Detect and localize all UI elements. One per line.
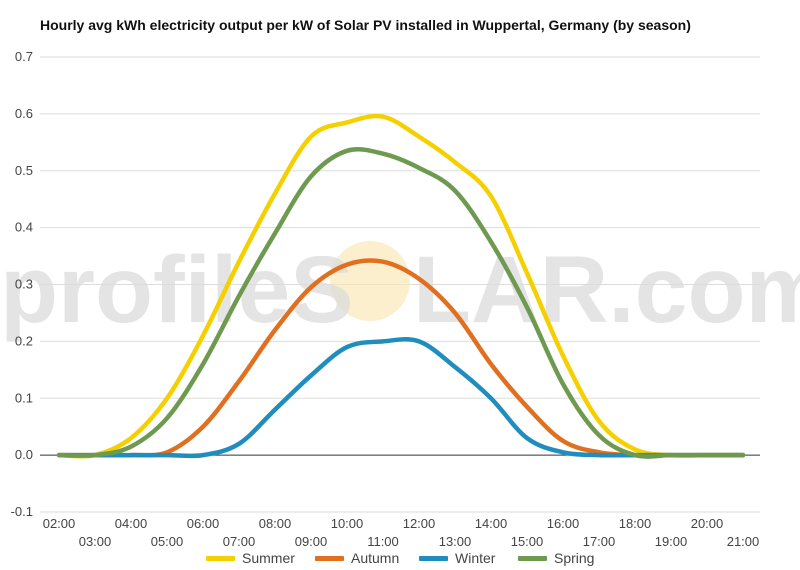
x-tick-label: 20:00 <box>691 516 724 531</box>
watermark-text-right: LAR.com <box>413 237 800 343</box>
x-tick-label: 03:00 <box>79 534 112 549</box>
y-tick-label: 0.7 <box>15 49 33 64</box>
x-tick-label: 02:00 <box>43 516 76 531</box>
legend-swatch-winter <box>419 555 448 561</box>
x-tick-label: 05:00 <box>151 534 184 549</box>
legend-item-winter[interactable]: Winter <box>419 549 495 567</box>
y-tick-label: 0.1 <box>15 390 33 405</box>
x-tick-label: 14:00 <box>475 516 508 531</box>
x-tick-label: 06:00 <box>187 516 220 531</box>
series-line-spring <box>56 147 746 459</box>
x-tick-label: 21:00 <box>727 534 760 549</box>
x-tick-label: 09:00 <box>295 534 328 549</box>
x-tick-label: 04:00 <box>115 516 148 531</box>
x-tick-label: 08:00 <box>259 516 292 531</box>
chart-title: Hourly avg kWh electricity output per kW… <box>40 17 691 33</box>
y-tick-label: 0.3 <box>15 277 33 292</box>
y-tick-label: 0.2 <box>15 333 33 348</box>
y-tick-label: 0.6 <box>15 106 33 121</box>
watermark-sun-icon <box>330 241 410 321</box>
x-tick-label: 13:00 <box>439 534 472 549</box>
legend-label-autumn: Autumn <box>351 550 400 566</box>
y-tick-label: 0.4 <box>15 220 33 235</box>
x-tick-label: 15:00 <box>511 534 544 549</box>
x-tick-label: 07:00 <box>223 534 256 549</box>
watermark: profileS LAR.com <box>0 237 800 343</box>
series-line-winter <box>56 336 746 459</box>
y-tick-label: 0.5 <box>15 163 33 178</box>
legend-label-spring: Spring <box>554 550 595 566</box>
legend-swatch-summer <box>206 555 235 561</box>
x-tick-label: 19:00 <box>655 534 688 549</box>
legend-label-winter: Winter <box>455 550 496 566</box>
x-tick-label: 10:00 <box>331 516 364 531</box>
axis-labels: -0.1 0.0 0.1 0.2 0.3 0.4 0.5 0.6 0.7 02:00 04:00 06… <box>11 49 760 549</box>
y-tick-label: -0.1 <box>11 504 33 519</box>
series-lines <box>56 113 746 459</box>
legend-swatch-spring <box>518 555 547 561</box>
y-tick-label: 0.0 <box>15 447 33 462</box>
x-tick-label: 17:00 <box>583 534 616 549</box>
legend-item-summer[interactable]: Summer <box>206 549 295 567</box>
legend-item-spring[interactable]: Spring <box>518 549 594 567</box>
legend-item-autumn[interactable]: Autumn <box>315 549 399 567</box>
legend-label-summer: Summer <box>242 550 295 566</box>
x-tick-label: 18:00 <box>619 516 652 531</box>
x-tick-label: 11:00 <box>367 534 399 549</box>
watermark-text-left: profileS <box>0 237 354 343</box>
legend-swatch-autumn <box>315 555 344 561</box>
chart-legend: Summer Autumn Winter Spring <box>0 549 800 567</box>
x-tick-label: 16:00 <box>547 516 580 531</box>
series-line-summer <box>56 113 746 459</box>
x-tick-label: 12:00 <box>403 516 436 531</box>
